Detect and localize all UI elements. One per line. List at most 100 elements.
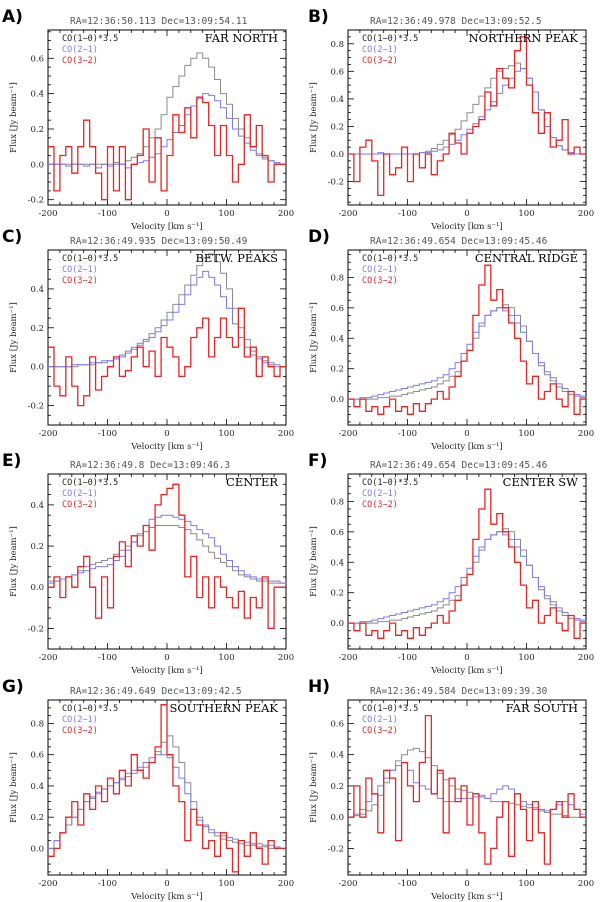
- y-tick-label: 0.4: [330, 95, 344, 105]
- x-tick-label: 0: [164, 209, 169, 219]
- y-axis-label: Flux [Jy beam⁻¹]: [309, 302, 319, 373]
- panel-letter: B): [308, 7, 329, 27]
- x-tick-label: 100: [218, 429, 234, 439]
- y-tick-label: 0.0: [30, 583, 44, 593]
- x-tick-label: -200: [38, 879, 57, 889]
- panel-letter: H): [308, 677, 330, 697]
- panel-letter: F): [308, 451, 327, 471]
- y-tick-label: 0.0: [330, 395, 344, 405]
- series-group: [48, 704, 286, 873]
- series-co21-line: [348, 762, 586, 818]
- legend-entry-co10: CO(1−0)*3.5: [62, 478, 118, 488]
- series-co32-line: [48, 307, 286, 407]
- y-tick-label: -0.2: [328, 844, 344, 854]
- region-title: BETW. PEAKS: [195, 251, 278, 265]
- y-tick-label: 0.2: [30, 813, 44, 823]
- y-tick-label: 0.4: [30, 285, 44, 295]
- x-tick-label: -100: [398, 653, 417, 663]
- panel-f: F) RA=12:36:49.654 Dec=13:09:45.46 -200 -10…: [308, 451, 594, 676]
- series-co21-line: [348, 307, 586, 400]
- legend-entry-co21: CO(2−1): [62, 45, 98, 55]
- legend-entry-co10: CO(1−0)*3.5: [62, 34, 118, 44]
- region-title: NORTHERN PEAK: [469, 31, 579, 45]
- legend-entry-co21: CO(2−1): [362, 715, 398, 725]
- x-tick-label: 0: [164, 879, 169, 889]
- y-axis-label: Flux [Jy beam⁻¹]: [309, 752, 319, 823]
- legend-entry-co21: CO(2−1): [362, 489, 398, 499]
- legend-entry-co32: CO(3−2): [62, 56, 98, 66]
- series-co32-line: [348, 264, 586, 415]
- x-axis-label: Velocity [km s⁻¹]: [130, 222, 202, 232]
- y-tick-label: 0.0: [30, 363, 44, 373]
- y-tick-label: 0.6: [330, 67, 344, 77]
- y-tick-label: 0.8: [30, 719, 44, 729]
- legend-entry-co10: CO(1−0)*3.5: [62, 704, 118, 714]
- x-axis-label: Velocity [km s⁻¹]: [130, 666, 202, 676]
- x-tick-label: 200: [278, 879, 294, 889]
- panel-c: C) RA=12:36:49.935 Dec=13:09:50.49 -200 -10…: [2, 227, 294, 452]
- y-axis-label: Flux [Jy beam⁻¹]: [9, 302, 19, 373]
- x-tick-label: 100: [518, 429, 534, 439]
- x-tick-label: 0: [164, 429, 169, 439]
- x-axis-label: Velocity [km s⁻¹]: [430, 442, 502, 452]
- legend-entry-co21: CO(2−1): [362, 45, 398, 55]
- x-tick-label: -200: [38, 653, 57, 663]
- legend-entry-co32: CO(3−2): [362, 726, 398, 736]
- y-axis-label: Flux [Jy beam⁻¹]: [309, 82, 319, 153]
- y-axis-label: Flux [Jy beam⁻¹]: [9, 82, 19, 153]
- x-axis-label: Velocity [km s⁻¹]: [430, 892, 502, 902]
- legend-entry-co21: CO(2−1): [62, 715, 98, 725]
- y-tick-label: 0.0: [30, 160, 44, 170]
- x-tick-label: 100: [218, 653, 234, 663]
- y-tick-label: 0.4: [30, 501, 44, 511]
- y-tick-label: -0.2: [28, 196, 44, 206]
- y-tick-label: 0.4: [330, 334, 344, 344]
- x-tick-label: 0: [464, 429, 469, 439]
- y-tick-label: 0.4: [330, 751, 344, 761]
- x-tick-label: -200: [338, 879, 357, 889]
- legend-entry-co32: CO(3−2): [62, 726, 98, 736]
- x-tick-label: 100: [518, 879, 534, 889]
- legend-entry-co21: CO(2−1): [62, 489, 98, 499]
- y-tick-label: 0.0: [30, 844, 44, 854]
- x-tick-label: -200: [38, 209, 57, 219]
- y-tick-label: 0.4: [30, 90, 44, 100]
- x-axis-label: Velocity [km s⁻¹]: [130, 892, 202, 902]
- legend-entry-co10: CO(1−0)*3.5: [362, 704, 418, 714]
- legend-entry-co10: CO(1−0)*3.5: [362, 478, 418, 488]
- legend-entry-co32: CO(3−2): [62, 276, 98, 286]
- x-tick-label: -100: [398, 209, 417, 219]
- y-tick-label: 0.8: [330, 40, 344, 50]
- x-tick-label: 200: [578, 429, 594, 439]
- panel-coordinates: RA=12:36:49.649 Dec=13:09:42.5: [70, 686, 242, 697]
- y-tick-label: 0.6: [330, 304, 344, 314]
- y-tick-label: 0.4: [330, 558, 344, 568]
- legend-entry-co21: CO(2−1): [62, 265, 98, 275]
- x-tick-label: 100: [218, 209, 234, 219]
- panel-d: D) RA=12:36:49.654 Dec=13:09:45.46 -200 -10…: [308, 227, 594, 452]
- region-title: CENTER: [226, 475, 278, 489]
- x-tick-label: -200: [338, 653, 357, 663]
- x-tick-label: 0: [464, 653, 469, 663]
- panel-coordinates: RA=12:36:49.654 Dec=13:09:45.46: [370, 236, 548, 247]
- series-co32-line: [48, 704, 286, 873]
- region-title: CENTRAL RIDGE: [475, 251, 578, 265]
- legend-entry-co10: CO(1−0)*3.5: [62, 254, 118, 264]
- x-tick-label: 0: [464, 209, 469, 219]
- x-tick-label: 0: [164, 653, 169, 663]
- panel-letter: G): [2, 677, 24, 697]
- series-co10-line: [348, 304, 586, 400]
- x-axis-label: Velocity [km s⁻¹]: [130, 442, 202, 452]
- series-co32-line: [348, 714, 586, 865]
- x-tick-label: -100: [98, 653, 117, 663]
- y-tick-label: 0.4: [30, 782, 44, 792]
- region-title: FAR SOUTH: [506, 701, 578, 715]
- panel-letter: A): [2, 7, 23, 27]
- panel-a: A) RA=12:36:50.113 Dec=13:09:54.11 -200 -10…: [2, 7, 294, 232]
- legend-entry-co32: CO(3−2): [362, 276, 398, 286]
- x-tick-label: 100: [518, 209, 534, 219]
- series-co21-line: [48, 270, 286, 368]
- series-co32-line: [48, 96, 286, 201]
- panel-letter: D): [308, 227, 330, 247]
